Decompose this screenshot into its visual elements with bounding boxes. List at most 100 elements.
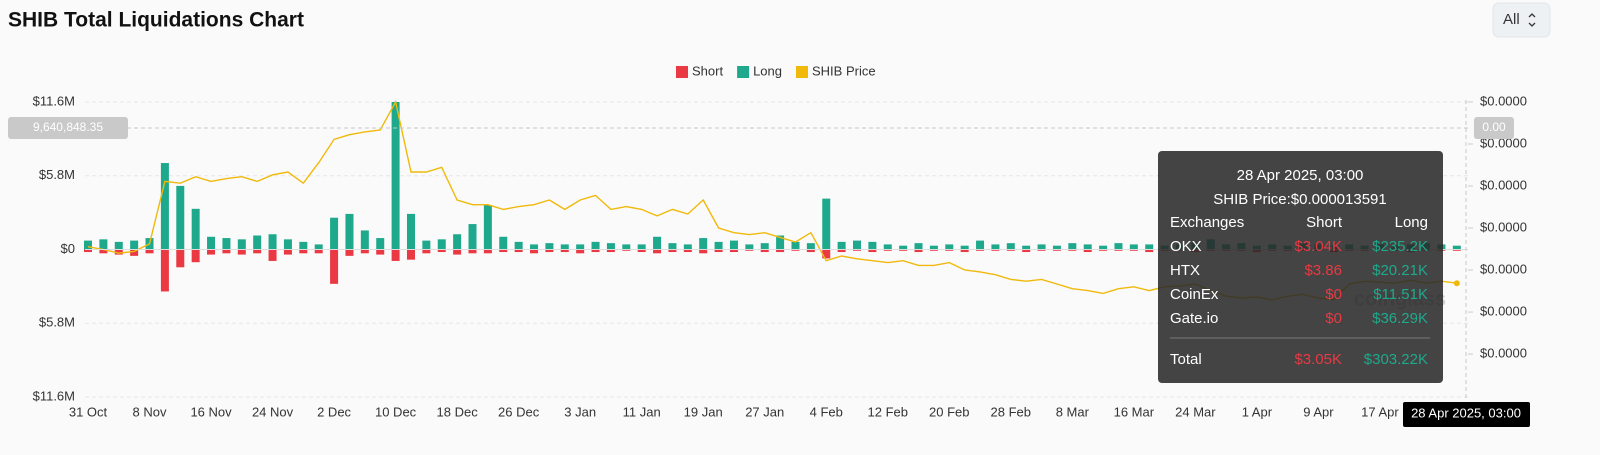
bar bbox=[499, 249, 508, 253]
tooltip-date: 28 Apr 2025, 03:00 bbox=[1237, 167, 1364, 184]
bar bbox=[268, 234, 277, 250]
bar bbox=[530, 244, 539, 250]
bar bbox=[853, 240, 861, 250]
y-tick-label: $11.6M bbox=[33, 388, 75, 403]
y2-tick-label: $0.0000 bbox=[1480, 261, 1527, 276]
tooltip-header: Long bbox=[1395, 214, 1428, 231]
bar bbox=[699, 238, 708, 250]
bar bbox=[222, 249, 231, 254]
tooltip-exchange: Gate.io bbox=[1170, 310, 1218, 327]
bar bbox=[1006, 243, 1015, 250]
bar bbox=[576, 249, 585, 254]
bar bbox=[207, 236, 216, 250]
bar bbox=[1068, 243, 1077, 250]
bar bbox=[437, 249, 446, 253]
bar bbox=[576, 244, 585, 250]
tooltip-exchange: CoinEx bbox=[1170, 286, 1219, 303]
bar bbox=[868, 241, 877, 250]
bar bbox=[499, 236, 508, 250]
x-tick-label: 26 Dec bbox=[498, 404, 540, 419]
bar bbox=[1022, 249, 1031, 253]
x-tick-label: 24 Mar bbox=[1175, 404, 1216, 419]
bar bbox=[622, 249, 631, 251]
bar bbox=[791, 249, 800, 251]
bar bbox=[791, 241, 800, 250]
bar bbox=[683, 249, 692, 253]
range-selector-box[interactable] bbox=[1492, 2, 1551, 38]
crosshair-y-box bbox=[8, 117, 128, 139]
bar bbox=[530, 249, 539, 254]
x-tick-label: 8 Mar bbox=[1056, 404, 1090, 419]
bar bbox=[299, 249, 308, 254]
bar bbox=[914, 243, 923, 250]
bar bbox=[653, 249, 662, 254]
range-selector-icon[interactable] bbox=[1528, 13, 1536, 27]
x-tick-label: 3 Jan bbox=[564, 404, 596, 419]
tooltip: 28 Apr 2025, 03:00 SHIB Price:$0.0000135… bbox=[1158, 151, 1443, 383]
bar bbox=[683, 244, 692, 250]
x-tick-label: 31 Oct bbox=[69, 404, 108, 419]
range-selector-text[interactable]: All bbox=[1503, 11, 1520, 28]
tooltip-price: SHIB Price:$0.000013591 bbox=[1213, 191, 1386, 208]
bar bbox=[745, 249, 754, 251]
bar bbox=[345, 213, 354, 250]
crosshair-x-label: 28 Apr 2025, 03:00 bbox=[1411, 405, 1521, 420]
bar bbox=[99, 239, 108, 250]
bar bbox=[883, 249, 892, 251]
y2-tick-label: $0.0000 bbox=[1480, 219, 1527, 234]
bar bbox=[914, 249, 923, 253]
bar bbox=[1037, 244, 1046, 250]
bar bbox=[160, 163, 169, 250]
bar bbox=[637, 249, 646, 253]
tooltip-long: $235.2K bbox=[1372, 238, 1428, 255]
tooltip-total: $3.05K bbox=[1294, 351, 1342, 368]
x-tick-label: 17 Apr bbox=[1361, 404, 1399, 419]
bar bbox=[330, 217, 339, 250]
bar bbox=[314, 244, 323, 250]
legend-label: Long bbox=[753, 63, 782, 78]
bar bbox=[376, 249, 385, 255]
bar bbox=[360, 230, 369, 250]
bar bbox=[283, 249, 292, 255]
bar bbox=[899, 245, 908, 250]
bar bbox=[1068, 249, 1077, 251]
bar bbox=[330, 249, 339, 284]
bar bbox=[729, 240, 738, 250]
x-tick-label: 18 Dec bbox=[437, 404, 479, 419]
bar bbox=[1052, 249, 1061, 251]
bar bbox=[837, 241, 846, 250]
bar bbox=[714, 241, 723, 250]
bar bbox=[945, 249, 954, 251]
range-selector[interactable]: All bbox=[1492, 2, 1551, 38]
bar bbox=[1037, 249, 1046, 251]
bar bbox=[591, 249, 600, 253]
bar bbox=[299, 241, 308, 250]
bar bbox=[191, 249, 200, 263]
bar bbox=[745, 244, 754, 250]
tooltip-total: Total bbox=[1170, 351, 1202, 368]
y2-tick-label: $0.0000 bbox=[1480, 303, 1527, 318]
bar bbox=[483, 204, 492, 250]
y-tick-label: $5.8M bbox=[39, 167, 75, 182]
x-tick-label: 2 Dec bbox=[317, 404, 351, 419]
x-tick-label: 4 Feb bbox=[810, 404, 843, 419]
bar bbox=[622, 244, 631, 250]
x-tick-label: 9 Apr bbox=[1303, 404, 1334, 419]
bar bbox=[883, 244, 892, 250]
bar bbox=[760, 243, 769, 250]
bar bbox=[960, 245, 969, 250]
bar bbox=[822, 198, 831, 250]
bar bbox=[837, 249, 846, 253]
legend: Short Long SHIB Price bbox=[676, 63, 876, 78]
y2-tick-label: $0.0000 bbox=[1480, 177, 1527, 192]
tooltip-long: $36.29K bbox=[1372, 310, 1428, 327]
tooltip-short: $3.86 bbox=[1304, 262, 1342, 279]
bar bbox=[145, 249, 154, 254]
bar bbox=[453, 249, 462, 255]
bar bbox=[668, 249, 677, 253]
bar bbox=[806, 243, 815, 250]
bar bbox=[1099, 249, 1108, 251]
legend-swatch bbox=[737, 66, 750, 78]
bar bbox=[453, 234, 462, 250]
